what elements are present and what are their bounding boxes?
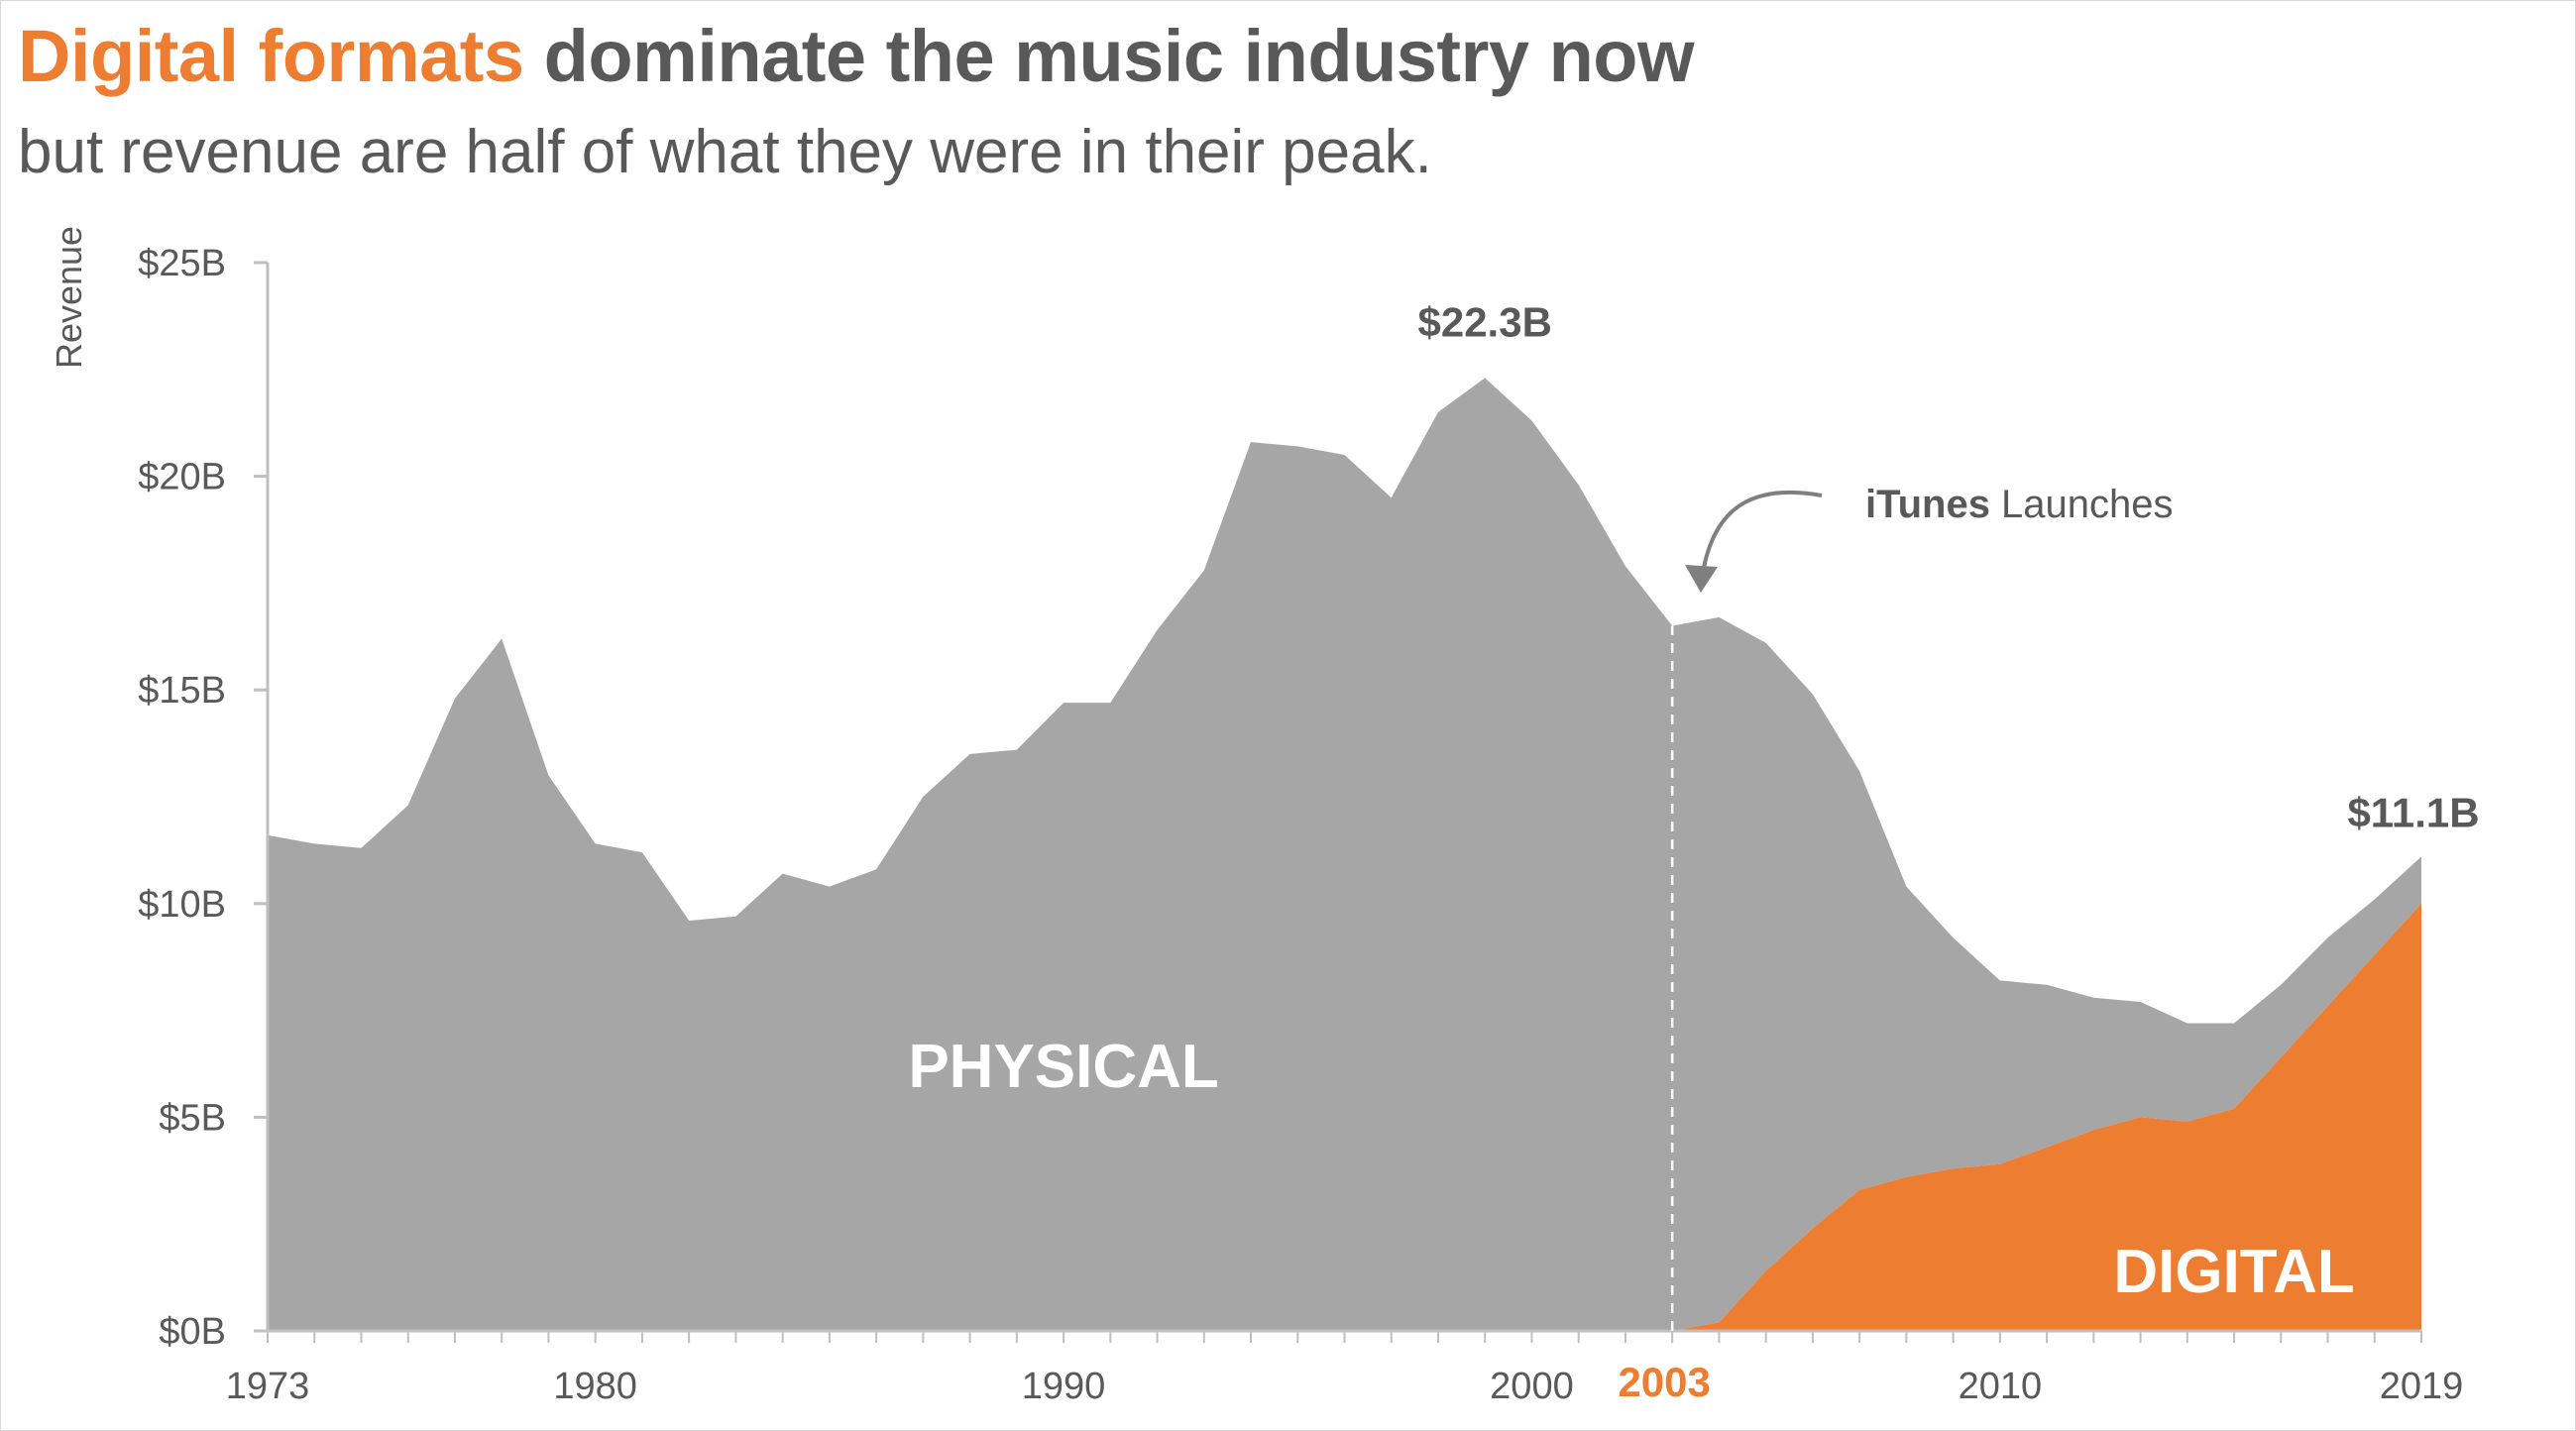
title-highlight: Digital formats xyxy=(18,15,524,97)
x-tick-label: 1980 xyxy=(553,1366,637,1407)
x-tick-label: 2000 xyxy=(1490,1366,1574,1407)
event-annotation-bold: iTunes xyxy=(1865,483,1990,526)
series-digital-area xyxy=(268,903,2421,1331)
end-value-label: $11.1B xyxy=(2347,789,2479,835)
x-tick-label: 2019 xyxy=(2380,1366,2464,1407)
y-tick-label: $5B xyxy=(159,1097,226,1139)
series-physical-area xyxy=(268,378,2421,1331)
event-annotation: iTunes Launches xyxy=(1865,483,2174,526)
y-tick-label: $10B xyxy=(138,884,226,926)
event-year-label: 2003 xyxy=(1618,1359,1710,1405)
chart-subtitle: but revenue are half of what they were i… xyxy=(18,118,1432,186)
series-label-physical: PHYSICAL xyxy=(908,1033,1218,1101)
y-tick-label: $20B xyxy=(138,457,226,498)
event-annotation-text: Launches xyxy=(1990,483,2174,526)
title-rest: dominate the music industry now xyxy=(523,15,1695,97)
x-tick-label: 1973 xyxy=(226,1366,310,1407)
peak-value-label: $22.3B xyxy=(1417,298,1551,345)
y-axis-title: Revenue xyxy=(49,226,89,369)
event-arrowhead xyxy=(1685,565,1718,593)
y-tick-label: $25B xyxy=(138,243,226,284)
series-label-digital: DIGITAL xyxy=(2113,1238,2354,1306)
y-tick-label: $0B xyxy=(159,1311,226,1353)
event-arrow xyxy=(1701,490,1823,574)
x-tick-label: 1990 xyxy=(1022,1366,1106,1407)
y-tick-label: $15B xyxy=(138,670,226,712)
x-tick-label: 2010 xyxy=(1959,1366,2043,1407)
chart-title: Digital formats dominate the music indus… xyxy=(18,14,1695,98)
